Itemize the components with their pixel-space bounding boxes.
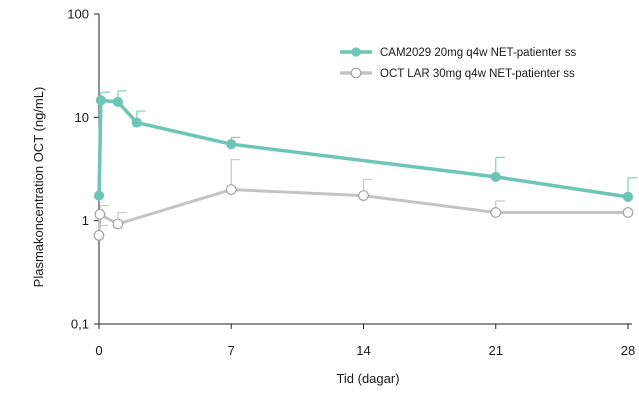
x-tick-label: 28 bbox=[621, 343, 635, 358]
x-tick-label: 7 bbox=[228, 343, 235, 358]
legend: CAM2029 20mg q4w NET-patienter ss OCT LAR… bbox=[340, 47, 576, 80]
data-point bbox=[622, 191, 634, 202]
data-point bbox=[490, 171, 501, 183]
data-point bbox=[226, 139, 237, 150]
data-point bbox=[112, 96, 123, 108]
y-axis-label: Plasmakoncentration OCT (ng/mL) bbox=[31, 87, 46, 288]
x-tick-label: 21 bbox=[489, 343, 503, 358]
legend-label: CAM2029 20mg q4w NET-patienter ss bbox=[380, 47, 576, 59]
legend-label: OCT LAR 30mg q4w NET-patienter ss bbox=[380, 68, 575, 80]
x-axis-label: Tid (dagar) bbox=[336, 371, 399, 386]
x-tick-label: 14 bbox=[356, 343, 370, 358]
data-point bbox=[131, 117, 142, 128]
data-point bbox=[93, 190, 105, 201]
x-tick-label: 0 bbox=[95, 343, 102, 358]
axes: 0,1 1 10 100 0 7 14 21 28 bbox=[67, 7, 635, 359]
y-tick-label: 10 bbox=[75, 110, 89, 125]
data-point bbox=[358, 190, 369, 201]
y-tick-label: 0,1 bbox=[71, 317, 89, 332]
y-tick-label: 1 bbox=[82, 213, 89, 228]
data-point bbox=[94, 209, 106, 220]
data-point bbox=[112, 218, 124, 230]
data-point bbox=[93, 230, 105, 241]
legend-swatch-marker bbox=[351, 47, 361, 57]
data-point bbox=[225, 184, 237, 195]
data-point bbox=[95, 95, 106, 106]
data-point bbox=[622, 207, 634, 218]
y-tick-label: 100 bbox=[67, 7, 89, 22]
series-lines bbox=[97, 98, 629, 236]
data-point bbox=[490, 207, 502, 218]
data-points bbox=[93, 95, 634, 241]
legend-swatch-marker bbox=[350, 67, 362, 79]
